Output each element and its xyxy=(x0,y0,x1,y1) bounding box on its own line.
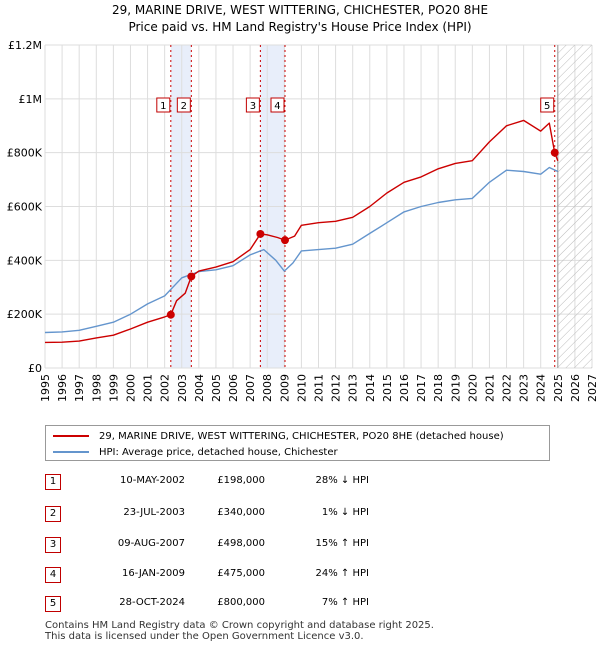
sale-date: 16-JAN-2009 xyxy=(121,568,185,579)
x-tick-label: 2015 xyxy=(381,374,394,402)
legend-label-hpi: HPI: Average price, detached house, Chic… xyxy=(99,446,338,458)
x-tick-label: 1999 xyxy=(107,374,120,402)
x-tick-label: 2006 xyxy=(227,374,240,402)
sale-marker xyxy=(166,310,175,319)
legend-swatch-property xyxy=(53,435,89,437)
x-tick-label: 2012 xyxy=(330,374,343,402)
x-tick-label: 2000 xyxy=(124,374,137,402)
x-tick-label: 2008 xyxy=(261,374,274,402)
sale-date: 10-MAY-2002 xyxy=(119,475,185,486)
sale-label-box xyxy=(270,97,285,113)
x-tick-label: 2023 xyxy=(518,374,531,402)
y-tick-label: £800K xyxy=(7,147,43,160)
sale-price: £340,000 xyxy=(217,507,265,518)
sale-price: £198,000 xyxy=(217,475,265,486)
sale-hpi-change: 1% ↓ HPI xyxy=(321,507,369,518)
x-tick-label: 2001 xyxy=(142,374,155,402)
series-line-hpi xyxy=(44,166,559,334)
sale-label-text: 2 xyxy=(181,101,187,112)
x-tick-label: 2019 xyxy=(449,374,462,402)
sale-number: 4 xyxy=(45,567,61,583)
x-tick-label: 2016 xyxy=(398,374,411,402)
x-tick-label: 2009 xyxy=(278,374,291,402)
x-tick-label: 2018 xyxy=(432,374,445,402)
chart-subtitle: Price paid vs. HM Land Registry's House … xyxy=(128,20,472,34)
footer-license: This data is licensed under the Open Gov… xyxy=(45,631,364,642)
sale-label-text: 3 xyxy=(250,101,256,112)
sale-number: 1 xyxy=(45,474,61,490)
grid xyxy=(44,44,593,369)
sale-price: £475,000 xyxy=(217,568,265,579)
x-tick-label: 1998 xyxy=(90,374,103,402)
sale-price: £498,000 xyxy=(217,538,265,549)
sale-hpi-change: 7% ↑ HPI xyxy=(321,597,369,608)
forecast-region xyxy=(557,45,592,368)
x-tick-label: 2026 xyxy=(569,374,582,402)
sale-number: 2 xyxy=(45,506,61,522)
sale-date: 09-AUG-2007 xyxy=(117,538,185,549)
x-tick-label: 2005 xyxy=(210,374,223,402)
x-tick-label: 2011 xyxy=(313,374,326,402)
x-tick-label: 1995 xyxy=(39,374,52,402)
x-tick-label: 1997 xyxy=(73,374,86,402)
chart-title: 29, MARINE DRIVE, WEST WITTERING, CHICHE… xyxy=(111,3,489,17)
sale-date: 28-OCT-2024 xyxy=(119,597,185,608)
sale-vlines xyxy=(170,45,556,368)
sale-label-text: 4 xyxy=(274,101,280,112)
sale-marker xyxy=(550,148,559,157)
x-tick-label: 2003 xyxy=(176,374,189,402)
forecast-hatch xyxy=(557,45,592,368)
x-tick-label: 2020 xyxy=(466,374,479,402)
x-tick-label: 2022 xyxy=(501,374,514,402)
sale-number: 3 xyxy=(45,537,61,553)
sale-labels: 1 2 3 4 5 xyxy=(156,97,555,113)
sale-label-box xyxy=(176,97,191,113)
x-tick-label: 2017 xyxy=(415,374,428,402)
sale-date: 23-JUL-2003 xyxy=(123,507,185,518)
x-tick-label: 2027 xyxy=(586,374,599,402)
x-tick-label: 2010 xyxy=(295,374,308,402)
y-tick-label: £200K xyxy=(7,308,43,321)
legend-item-hpi: HPI: Average price, detached house, Chic… xyxy=(53,445,338,459)
x-tick-label: 2024 xyxy=(535,374,548,402)
x-tick-label: 2025 xyxy=(552,374,565,402)
x-tick-label: 2014 xyxy=(364,374,377,402)
sale-label-text: 5 xyxy=(544,101,550,112)
sale-number: 5 xyxy=(45,596,61,612)
x-tick-label: 2013 xyxy=(347,374,360,402)
y-tick-label: £400K xyxy=(7,254,43,267)
x-axis-ticks: 1995 1996 1997 1998 1999 2000 2001 2002 2003 2004… xyxy=(39,374,599,402)
sale-marker xyxy=(256,229,265,238)
x-tick-label: 2004 xyxy=(193,374,206,402)
sale-label-text: 1 xyxy=(160,101,166,112)
y-tick-label: £1M xyxy=(19,93,43,106)
x-tick-label: 2002 xyxy=(159,374,172,402)
sale-label-box xyxy=(540,97,555,113)
price-chart: 1 2 3 4 5 £0 £200K £400K £600K £800K £1M £1.2M 199… xyxy=(7,39,599,402)
legend-label-property: 29, MARINE DRIVE, WEST WITTERING, CHICHE… xyxy=(99,430,504,442)
y-tick-label: £600K xyxy=(7,201,43,214)
sale-hpi-change: 24% ↑ HPI xyxy=(315,568,369,579)
x-tick-label: 2007 xyxy=(244,374,257,402)
x-tick-label: 1996 xyxy=(56,374,69,402)
sale-marker xyxy=(280,236,289,245)
y-tick-label: £1.2M xyxy=(8,39,42,52)
sale-marker xyxy=(187,272,196,281)
legend-swatch-hpi xyxy=(53,451,89,453)
footer-copyright: Contains HM Land Registry data © Crown c… xyxy=(45,620,434,631)
legend-item-property: 29, MARINE DRIVE, WEST WITTERING, CHICHE… xyxy=(53,429,504,443)
y-axis-ticks: £0 £200K £400K £600K £800K £1M £1.2M xyxy=(7,39,43,375)
sale-hpi-change: 15% ↑ HPI xyxy=(315,538,369,549)
sale-hpi-change: 28% ↓ HPI xyxy=(315,475,369,486)
y-tick-label: £0 xyxy=(28,362,42,375)
sale-label-box xyxy=(156,97,171,113)
sale-label-box xyxy=(245,97,260,113)
sale-markers xyxy=(166,148,559,319)
x-tick-label: 2021 xyxy=(483,374,496,402)
chart-legend: 29, MARINE DRIVE, WEST WITTERING, CHICHE… xyxy=(45,425,550,461)
sale-price: £800,000 xyxy=(217,597,265,608)
